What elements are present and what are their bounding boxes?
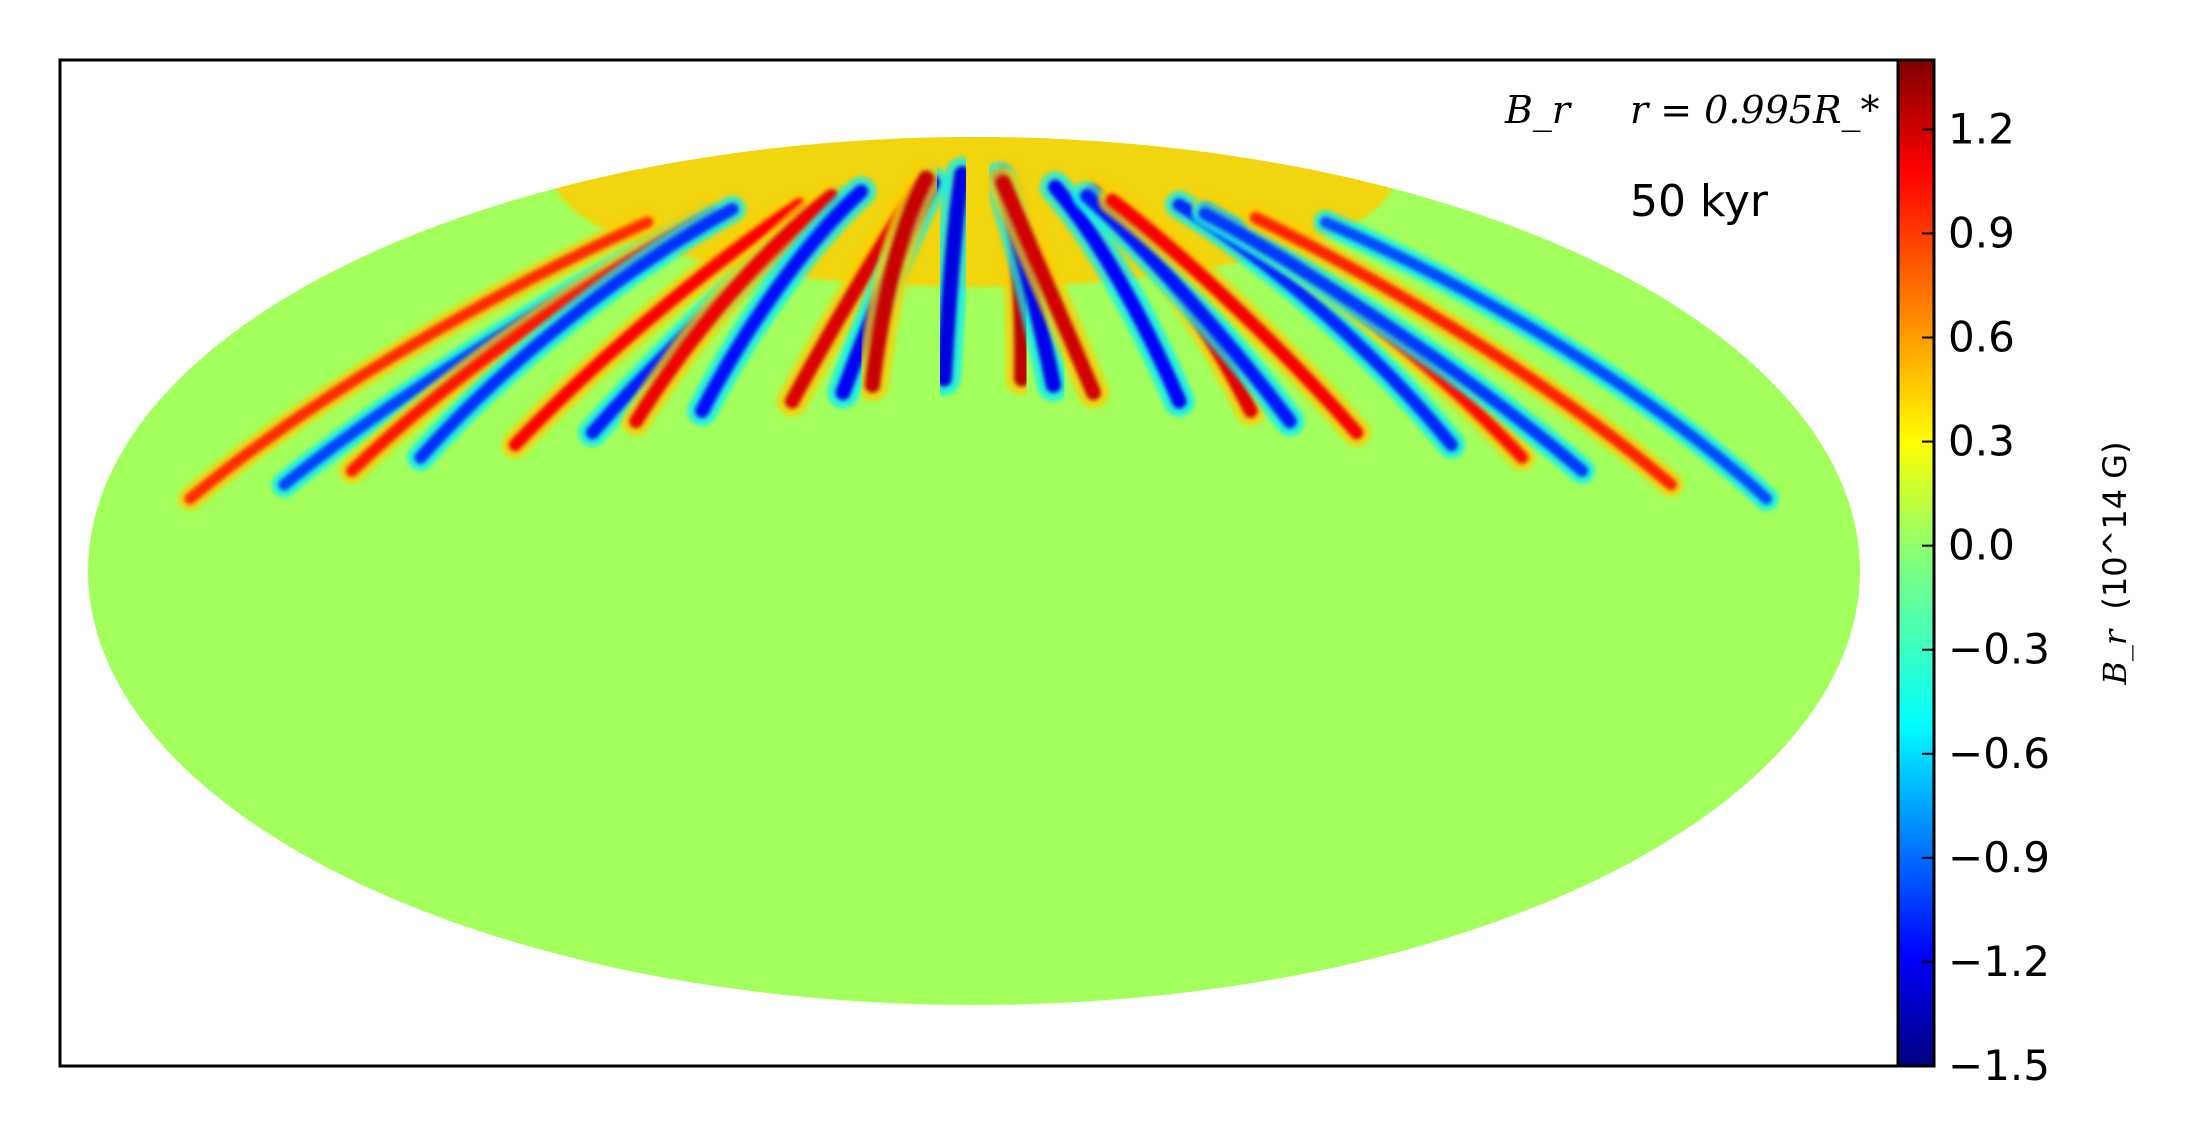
colorbar-label: B_r (10^14 G)	[2096, 441, 2134, 685]
field-band	[1105, 193, 1364, 440]
colorbar-tick-label: 0.0	[1948, 521, 2015, 570]
time-label: 50 kyr	[1630, 176, 1769, 227]
mollweide-map	[88, 137, 1860, 1005]
colorbar-tick-label: 1.2	[1948, 104, 2015, 153]
colorbar-tick-label: −0.9	[1948, 833, 2050, 882]
radius-label: r = 0.995R_*	[1630, 88, 1880, 133]
colorbar-label-unit: (10^14 G)	[2096, 441, 2134, 609]
field-band	[1048, 179, 1187, 409]
colorbar-tick-label: 0.3	[1948, 417, 2015, 466]
field-band	[184, 216, 654, 505]
colorbar: 1.2 0.9 0.6 0.3 0.0 −0.3 −0.6 −0.9 −1.2 −1.5 B_r …	[1896, 58, 2134, 1090]
colorbar-tick-label: −1.5	[1948, 1041, 2050, 1090]
field-band	[508, 198, 806, 452]
colorbar-tick-label: −0.3	[1948, 625, 2050, 674]
field-band	[414, 202, 739, 464]
field-structures	[177, 137, 1779, 511]
colorbar-tick-label: −0.6	[1948, 729, 2050, 778]
colorbar-tick-label: 0.9	[1948, 208, 2015, 257]
field-band	[936, 166, 971, 387]
colorbar-ticks: 1.2 0.9 0.6 0.3 0.0 −0.3 −0.6 −0.9 −1.2 −1.5	[1922, 104, 2050, 1090]
field-band	[1198, 207, 1589, 477]
colorbar-tick-label: 0.6	[1948, 313, 2015, 362]
colorbar-label-symbol: B_r	[2096, 628, 2134, 686]
field-band	[864, 170, 934, 393]
colorbar-gradient	[1896, 58, 1936, 1068]
field-band	[1079, 189, 1297, 429]
field-band	[629, 189, 839, 429]
field-band	[1320, 216, 1773, 505]
quantity-label: B_r	[1504, 88, 1573, 133]
colorbar-tick-label: −1.2	[1948, 937, 2050, 986]
field-band	[695, 184, 869, 418]
field-band	[1249, 212, 1677, 491]
field-band	[995, 175, 1101, 401]
